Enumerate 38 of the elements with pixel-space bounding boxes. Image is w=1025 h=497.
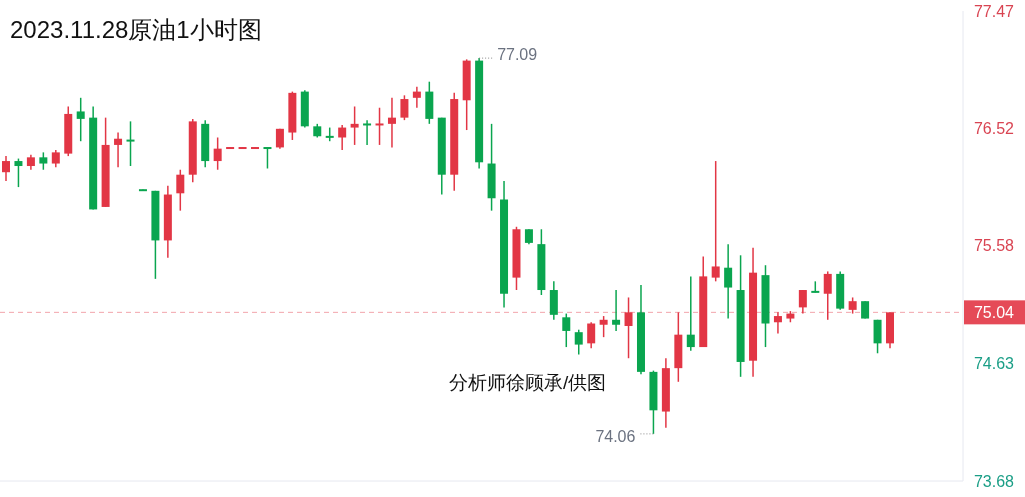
chart-title: 2023.11.28原油1小时图 (10, 16, 262, 43)
candlestick (612, 289, 621, 332)
y-tick-label: 75.58 (973, 236, 1015, 254)
candlestick (126, 120, 135, 167)
candlestick (798, 289, 807, 315)
candlestick (873, 319, 882, 355)
candlestick (114, 131, 123, 168)
candlestick (400, 94, 409, 121)
candlestick (587, 321, 596, 350)
candlestick (76, 97, 85, 142)
candlestick (773, 311, 782, 335)
annotation: 74.06 (595, 427, 636, 445)
candlestick (14, 157, 23, 188)
y-tick-label: 77.47 (973, 2, 1015, 20)
candlestick (711, 160, 720, 283)
candlestick (724, 243, 733, 320)
candlestick (2, 155, 10, 182)
candlestick (599, 315, 608, 338)
y-tick-label: 76.52 (973, 120, 1015, 138)
candlestick (375, 106, 384, 146)
candlestick (213, 136, 222, 171)
y-tick-label: 74.63 (973, 354, 1015, 372)
annotation: 77.09 (497, 46, 538, 64)
annotation: 分析师徐顾承/供图 (449, 372, 607, 393)
y-tick-label: 73.68 (973, 472, 1015, 490)
candlestick (338, 124, 347, 151)
candlestick (387, 97, 396, 149)
candlestick (562, 312, 571, 348)
candlestick (574, 328, 583, 356)
candlestick (176, 168, 185, 212)
candlestick (686, 275, 695, 352)
candlestick (412, 85, 421, 109)
candlestick (263, 146, 272, 170)
candlestick (363, 119, 372, 146)
candlestick (823, 270, 832, 321)
candlestick (624, 296, 633, 359)
candlestick (350, 105, 359, 146)
ref-line-label: 75.04 (973, 303, 1015, 321)
